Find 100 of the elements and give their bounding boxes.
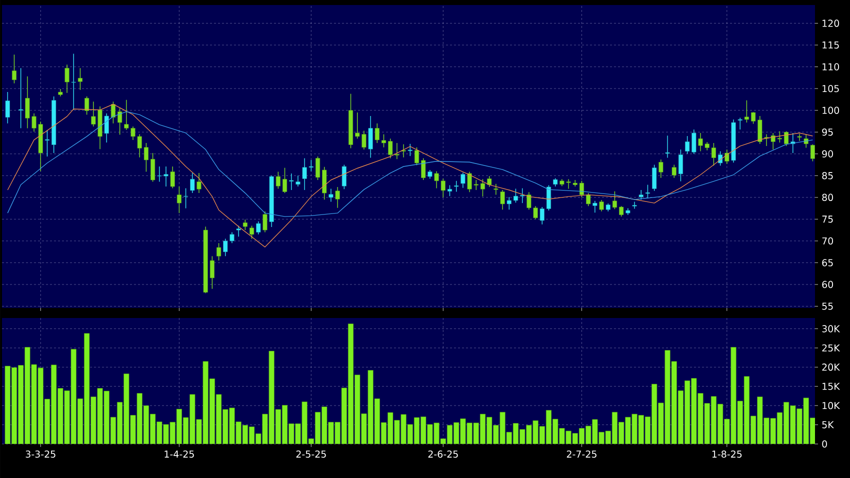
candlestick	[744, 100, 749, 123]
candlestick	[256, 221, 261, 235]
candlestick	[592, 200, 598, 213]
candlestick	[751, 112, 756, 124]
candlestick	[196, 172, 202, 194]
x-tick-label: 1-4-25	[164, 450, 194, 458]
candlestick	[12, 54, 16, 84]
x-tick-label: 2-6-25	[428, 450, 458, 458]
candlestick	[718, 150, 723, 166]
y-tick-label: 55	[822, 302, 833, 310]
candlestick	[144, 142, 148, 172]
candlestick	[150, 152, 156, 182]
candlestick	[513, 188, 518, 203]
candlestick	[520, 188, 525, 204]
x-tick-label: 2-7-25	[566, 450, 596, 458]
candlestick	[678, 149, 683, 182]
candlestick	[382, 134, 386, 148]
candlestick	[216, 242, 222, 261]
candlestick	[672, 164, 676, 178]
candlestick	[374, 123, 380, 144]
candlestick	[84, 96, 90, 116]
candlestick	[176, 186, 182, 214]
candlestick	[322, 166, 327, 200]
y-tick-label: 75	[822, 216, 833, 223]
y-tick-label: 20K	[822, 364, 840, 371]
candlestick	[276, 171, 280, 190]
candlestick	[612, 190, 617, 210]
candlestick	[44, 130, 50, 157]
y-tick-label: 0	[822, 440, 827, 448]
candlestick	[408, 144, 412, 156]
candlestick	[282, 167, 288, 194]
y-tick-label: 70	[822, 237, 833, 245]
candlestick	[71, 53, 76, 110]
candlestick	[289, 173, 294, 190]
candlestick	[110, 101, 116, 124]
candlestick	[632, 201, 637, 210]
candlestick	[777, 130, 782, 143]
candlestick	[804, 134, 808, 148]
candlestick	[104, 113, 109, 143]
y-tick-label: 90	[822, 150, 833, 158]
candlestick	[236, 225, 241, 237]
candlestick	[64, 64, 70, 94]
y-tick-label: 10K	[822, 402, 840, 410]
y-tick-label: 5K	[822, 421, 834, 428]
y-tick-label: 120	[822, 20, 840, 27]
candlestick	[738, 117, 742, 130]
y-tick-label: 65	[822, 259, 833, 266]
candlestick	[645, 184, 650, 199]
candlestick	[262, 210, 268, 233]
candlestick	[546, 184, 551, 211]
candlestick	[118, 108, 122, 136]
line-series	[7, 104, 814, 248]
candlestick	[506, 196, 512, 210]
candlestick	[335, 186, 340, 208]
candlestick	[579, 180, 584, 198]
x-tick-label: 3-3-25	[26, 450, 56, 458]
candlestick	[414, 146, 420, 166]
candlestick	[619, 206, 624, 217]
candlestick	[494, 184, 498, 196]
candlestick	[540, 206, 544, 225]
x-tick-label: 2-5-25	[296, 450, 326, 458]
candlestick	[665, 135, 670, 158]
y-tick-label: 115	[822, 42, 839, 49]
candlestick	[5, 92, 10, 124]
candlestick	[78, 68, 82, 90]
candlestick	[797, 134, 802, 142]
y-tick-label: 80	[822, 194, 833, 202]
x-tick-label: 1-8-25	[712, 450, 742, 458]
candlestick	[190, 172, 195, 194]
candlestick	[638, 190, 644, 200]
candlestick	[421, 158, 426, 180]
candlestick	[210, 256, 214, 290]
y-tick-label: 60	[822, 280, 833, 288]
candlestick	[18, 68, 24, 129]
candlestick	[454, 180, 459, 192]
candlestick	[368, 116, 373, 158]
candlestick	[784, 130, 789, 146]
y-tick-label: 85	[822, 172, 833, 180]
candlestick	[184, 188, 188, 209]
candlestick	[487, 176, 492, 188]
candlestick	[242, 219, 248, 230]
candlestick	[170, 166, 175, 189]
candlestick	[586, 192, 591, 206]
candlestick	[250, 225, 254, 240]
candlestick	[480, 178, 486, 197]
candlestick	[711, 142, 716, 166]
y-tick-label: 105	[822, 84, 839, 92]
y-tick-label: 110	[822, 63, 840, 70]
y-tick-label: 30K	[822, 325, 840, 332]
candlestick	[599, 200, 604, 212]
y-tick-label: 15K	[822, 382, 840, 390]
candlestick	[724, 149, 730, 164]
candlestick	[296, 175, 300, 187]
candlestick	[316, 156, 320, 180]
candlestick	[810, 144, 815, 162]
candlestick	[652, 164, 657, 192]
candlestick	[500, 190, 505, 210]
candlestick	[460, 172, 466, 188]
candlestick	[342, 164, 346, 190]
candlestick	[770, 132, 776, 150]
